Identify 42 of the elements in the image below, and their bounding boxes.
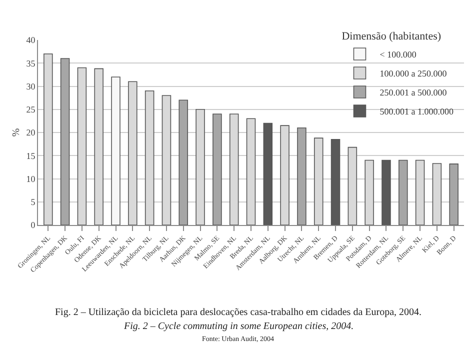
y-tick-label: 40 [26, 35, 36, 46]
bar [144, 90, 154, 225]
legend-label: 500.001 a 1.000.000 [380, 106, 454, 117]
bar [162, 95, 172, 225]
y-axis-title: % [11, 128, 22, 137]
caption: Fig. 2 – Cycle commuting in some European cities, 2004. [123, 321, 354, 332]
legend-label: 100.000 a 250.000 [380, 68, 448, 79]
bar [449, 164, 458, 225]
legend-title: Dimensão (habitantes) [342, 30, 442, 42]
caption: Fig. 2 – Utilização da bicicleta para deslocações casa-trabalho em cidades da Europa, 2004. [55, 307, 422, 318]
bar [263, 122, 273, 225]
bar [60, 58, 70, 225]
bar [314, 138, 324, 225]
bar [196, 108, 205, 225]
bar [398, 160, 408, 225]
bar [246, 118, 256, 225]
y-tick-label: 15 [26, 150, 36, 161]
y-tick-label: 25 [26, 104, 36, 115]
bar [229, 114, 239, 225]
y-tick-label: 5 [30, 197, 36, 208]
bar [382, 160, 391, 225]
bar [212, 114, 222, 225]
bar [297, 127, 306, 225]
y-tick-label: 20 [26, 128, 36, 138]
legend-label: 250.001 a 500.000 [380, 88, 448, 98]
legend-label: < 100.000 [380, 50, 417, 60]
y-tick-label: 10 [26, 174, 36, 184]
bar [280, 125, 290, 225]
bar [111, 76, 120, 225]
bar [44, 53, 53, 225]
bar [348, 146, 358, 225]
bar [432, 163, 442, 225]
bar [330, 139, 340, 225]
y-tick-label: 30 [26, 81, 36, 92]
y-tick-label: 35 [26, 58, 36, 68]
bar [178, 100, 188, 225]
bar [364, 160, 374, 225]
bar [415, 160, 425, 225]
bar [94, 68, 104, 225]
bar [77, 67, 87, 225]
bar [128, 81, 138, 225]
y-tick-label: 0 [30, 220, 36, 230]
